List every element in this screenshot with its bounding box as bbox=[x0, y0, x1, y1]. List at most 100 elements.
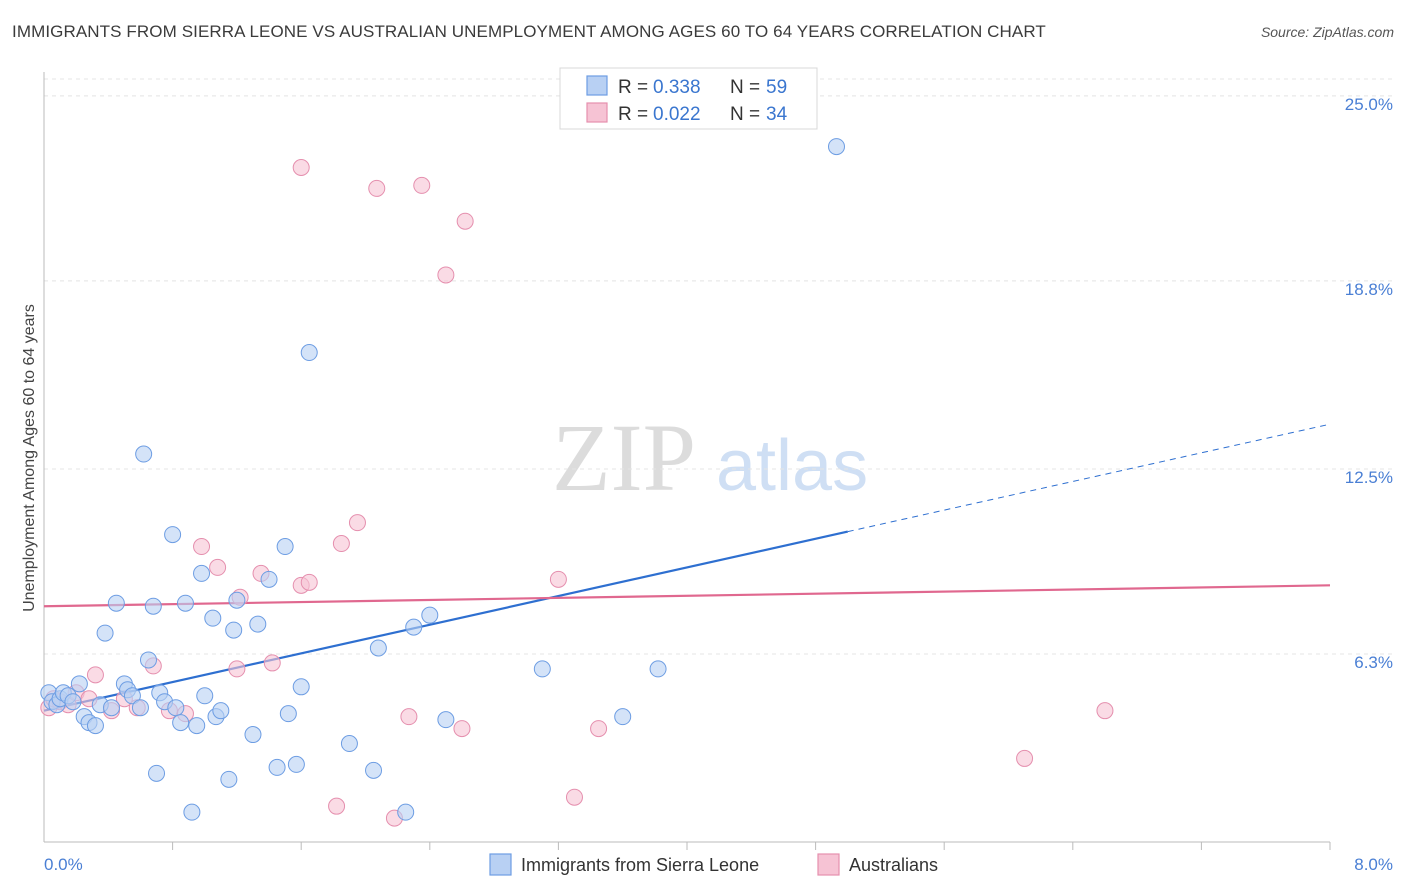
data-point bbox=[268, 758, 286, 776]
data-point bbox=[164, 526, 182, 544]
bottom-legend-label-australians: Australians bbox=[849, 855, 938, 875]
data-point bbox=[176, 594, 194, 612]
y-tick-label: 25.0% bbox=[1345, 95, 1393, 114]
data-point bbox=[148, 764, 166, 782]
legend-swatch-sierra-leone bbox=[586, 75, 608, 96]
legend-r-label-1: R = bbox=[618, 77, 648, 98]
trend-line bbox=[43, 530, 848, 712]
data-point bbox=[103, 699, 121, 717]
data-point bbox=[827, 138, 845, 156]
legend-r-label-2: R = bbox=[618, 104, 648, 125]
x-tick-label-min: 0.0% bbox=[44, 855, 83, 874]
data-point bbox=[300, 344, 318, 362]
y-tick-label: 18.8% bbox=[1345, 280, 1393, 299]
data-point bbox=[421, 606, 439, 624]
data-point bbox=[332, 535, 350, 553]
legend-r-value-2: 0.022 bbox=[653, 104, 701, 125]
x-tick-label-max: 8.0% bbox=[1354, 855, 1393, 874]
data-point bbox=[279, 705, 297, 723]
data-point bbox=[437, 711, 455, 729]
data-point bbox=[453, 720, 471, 738]
data-point bbox=[328, 797, 346, 815]
legend-swatch-australians bbox=[586, 102, 608, 123]
bottom-legend-label-sierra-leone: Immigrants from Sierra Leone bbox=[521, 855, 759, 875]
correlation-legend: R = 0.338 N = 59 R = 0.022 N = 34 bbox=[559, 67, 818, 130]
series-legend: Immigrants from Sierra Leone Australians bbox=[489, 853, 938, 876]
trend-lines bbox=[43, 423, 1331, 712]
data-point bbox=[135, 445, 153, 463]
data-points bbox=[40, 138, 1114, 827]
data-point bbox=[405, 618, 423, 636]
data-point bbox=[287, 755, 305, 773]
data-point bbox=[220, 770, 238, 788]
data-point bbox=[196, 687, 214, 705]
data-point bbox=[565, 788, 583, 806]
data-point bbox=[1096, 702, 1114, 720]
data-point bbox=[86, 666, 104, 684]
bottom-legend-swatch-sierra-leone bbox=[489, 853, 512, 876]
legend-n-value-1: 59 bbox=[766, 77, 787, 98]
data-point bbox=[292, 678, 310, 696]
data-point bbox=[368, 179, 386, 197]
data-point bbox=[292, 159, 310, 177]
data-point bbox=[397, 803, 415, 821]
data-point bbox=[228, 591, 246, 609]
data-point bbox=[400, 708, 418, 726]
y-tick-label: 6.3% bbox=[1354, 653, 1393, 672]
data-point bbox=[365, 761, 383, 779]
data-point bbox=[131, 699, 149, 717]
data-point bbox=[193, 538, 211, 556]
data-point bbox=[204, 609, 222, 627]
data-point bbox=[276, 538, 294, 556]
data-point bbox=[64, 693, 82, 711]
data-point bbox=[437, 266, 455, 284]
legend-n-value-2: 34 bbox=[766, 104, 788, 125]
data-point bbox=[228, 660, 246, 678]
data-point bbox=[1016, 749, 1034, 767]
data-point bbox=[369, 639, 387, 657]
chart-title: IMMIGRANTS FROM SIERRA LEONE VS AUSTRALI… bbox=[12, 22, 1046, 41]
data-point bbox=[263, 654, 281, 672]
data-point bbox=[590, 720, 608, 738]
data-point bbox=[123, 687, 141, 705]
data-point bbox=[193, 564, 211, 582]
data-point bbox=[144, 597, 162, 615]
data-point bbox=[300, 573, 318, 591]
gridlines bbox=[44, 78, 1393, 655]
data-point bbox=[348, 514, 366, 532]
data-point bbox=[649, 660, 667, 678]
data-point bbox=[209, 558, 227, 576]
legend-r-value-1: 0.338 bbox=[653, 77, 701, 98]
watermark-atlas: atlas bbox=[716, 426, 868, 506]
data-point bbox=[139, 651, 157, 669]
legend-n-label-2: N = bbox=[730, 104, 760, 125]
data-point bbox=[340, 735, 358, 753]
trend-line-extension bbox=[847, 423, 1331, 533]
data-point bbox=[183, 803, 201, 821]
data-point bbox=[249, 615, 267, 633]
data-point bbox=[212, 702, 230, 720]
data-point bbox=[413, 176, 431, 194]
data-point bbox=[533, 660, 551, 678]
data-point bbox=[96, 624, 114, 642]
data-point bbox=[86, 717, 104, 735]
trend-line bbox=[43, 584, 1331, 608]
y-tick-label: 12.5% bbox=[1345, 468, 1393, 487]
data-point bbox=[167, 699, 185, 717]
data-point bbox=[107, 594, 125, 612]
data-point bbox=[244, 726, 262, 744]
bottom-legend-swatch-australians bbox=[817, 853, 840, 876]
y-tick-labels: 6.3% 12.5% 18.8% 25.0% bbox=[1345, 95, 1393, 672]
data-point bbox=[172, 714, 190, 732]
legend-n-label-1: N = bbox=[730, 77, 760, 98]
data-point bbox=[188, 717, 206, 735]
data-point bbox=[225, 621, 243, 639]
data-point bbox=[456, 212, 474, 230]
data-point bbox=[614, 708, 632, 726]
watermark-zip: ZIP bbox=[552, 404, 696, 511]
data-point bbox=[260, 570, 278, 588]
data-point bbox=[549, 570, 567, 588]
data-point bbox=[70, 675, 88, 693]
source-label: Source: ZipAtlas.com bbox=[1260, 24, 1394, 40]
